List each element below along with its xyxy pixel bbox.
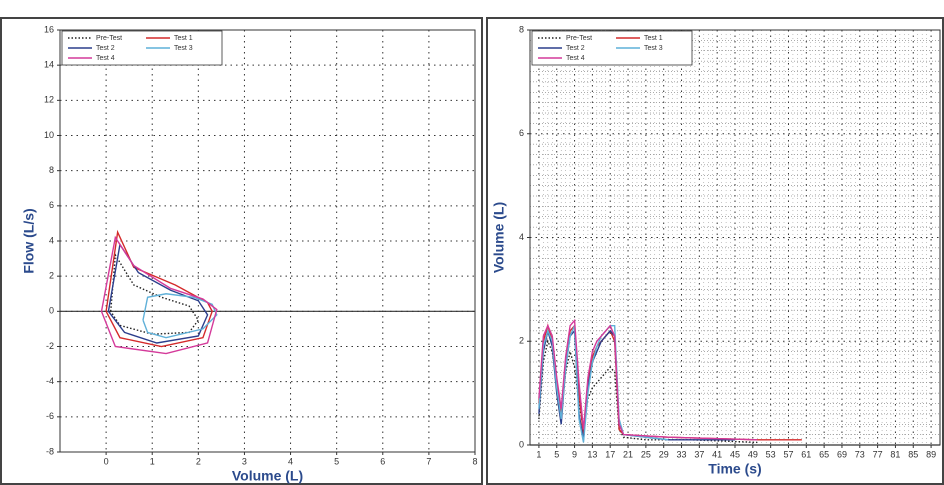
- x-tick-label: 49: [748, 449, 758, 459]
- x-tick-label: 65: [819, 449, 829, 459]
- x-tick-label: 29: [659, 449, 669, 459]
- x-tick-label: 33: [677, 449, 687, 459]
- y-tick-label: -6: [46, 411, 54, 421]
- y-tick-label: 0: [519, 439, 524, 449]
- x-tick-label: 73: [855, 449, 865, 459]
- x-tick-label: 13: [587, 449, 597, 459]
- y-tick-label: 0: [49, 306, 54, 316]
- legend-label: Test 2: [96, 45, 115, 52]
- y-tick-label: 14: [44, 60, 54, 70]
- x-tick-label: 37: [694, 449, 704, 459]
- x-tick-label: 8: [472, 456, 477, 466]
- x-tick-label: 4: [288, 456, 293, 466]
- right-panel-frame: [486, 17, 944, 485]
- y-tick-label: -8: [46, 446, 54, 456]
- x-tick-label: 17: [605, 449, 615, 459]
- x-tick-label: 6: [380, 456, 385, 466]
- x-axis-label: Time (s): [708, 461, 761, 477]
- x-tick-label: 89: [926, 449, 936, 459]
- x-tick-label: 41: [712, 449, 722, 459]
- x-tick-label: 9: [572, 449, 577, 459]
- legend-label: Test 2: [566, 45, 585, 52]
- x-tick-label: 21: [623, 449, 633, 459]
- x-tick-label: 81: [890, 449, 900, 459]
- x-tick-label: 7: [426, 456, 431, 466]
- y-tick-label: 6: [519, 128, 524, 138]
- series-line: [105, 229, 213, 348]
- left-panel-frame: [0, 17, 483, 485]
- y-tick-label: 2: [519, 336, 524, 346]
- x-tick-label: 3: [242, 456, 247, 466]
- y-tick-label: -4: [46, 376, 54, 386]
- x-tick-label: 53: [766, 449, 776, 459]
- x-tick-label: 0: [104, 456, 109, 466]
- legend-label: Test 1: [174, 35, 193, 42]
- series-line: [110, 252, 200, 335]
- y-tick-label: 16: [44, 24, 54, 34]
- y-tick-label: 4: [519, 232, 524, 242]
- x-tick-label: 45: [730, 449, 740, 459]
- y-tick-label: 10: [44, 130, 54, 140]
- x-tick-label: 77: [873, 449, 883, 459]
- series-line: [142, 293, 218, 339]
- plot-area: [59, 29, 476, 453]
- legend-label: Test 1: [644, 35, 663, 42]
- legend-label: Test 4: [566, 55, 585, 62]
- y-tick-label: 12: [44, 95, 54, 105]
- y-tick-label: 8: [49, 165, 54, 175]
- y-axis-label: Volume (L): [491, 202, 507, 273]
- y-tick-label: 8: [519, 24, 524, 34]
- legend-label: Test 3: [174, 45, 193, 52]
- series-line: [100, 235, 218, 355]
- x-tick-label: 57: [783, 449, 793, 459]
- x-tick-label: 5: [334, 456, 339, 466]
- legend-label: Test 4: [96, 55, 115, 62]
- y-axis-label: Flow (L/s): [21, 208, 37, 273]
- x-tick-label: 1: [150, 456, 155, 466]
- legend-label: Pre-Test: [566, 35, 592, 42]
- x-tick-label: 25: [641, 449, 651, 459]
- y-tick-label: 6: [49, 200, 54, 210]
- legend-label: Test 3: [644, 45, 663, 52]
- x-tick-label: 69: [837, 449, 847, 459]
- legend-label: Pre-Test: [96, 35, 122, 42]
- y-tick-label: -2: [46, 341, 54, 351]
- x-tick-label: 5: [554, 449, 559, 459]
- x-tick-label: 2: [196, 456, 201, 466]
- x-tick-label: 1: [536, 449, 541, 459]
- x-tick-label: 61: [801, 449, 811, 459]
- y-tick-label: 2: [49, 271, 54, 281]
- series-line: [538, 318, 758, 441]
- x-tick-label: 85: [908, 449, 918, 459]
- y-tick-label: 4: [49, 235, 54, 245]
- series-line: [538, 324, 669, 443]
- x-axis-label: Volume (L): [232, 468, 303, 484]
